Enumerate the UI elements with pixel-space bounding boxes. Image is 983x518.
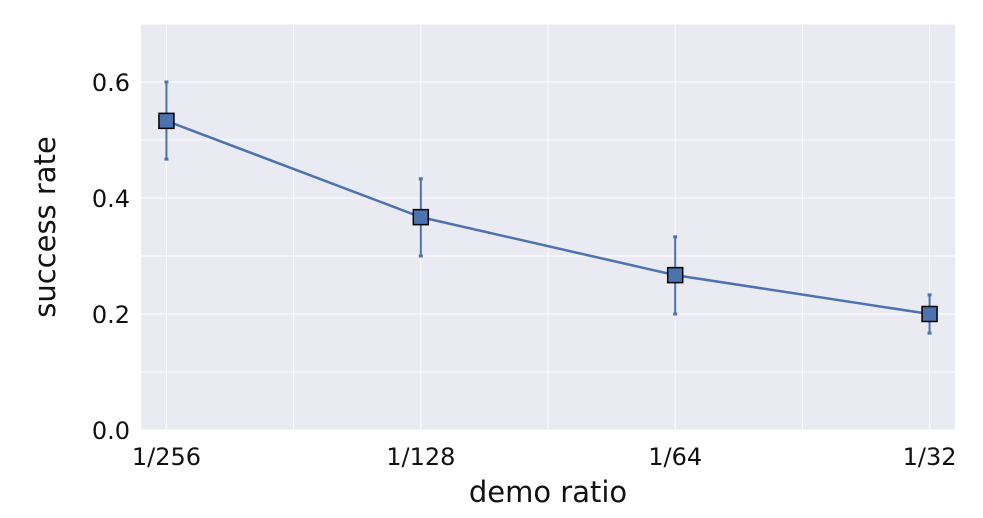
x-tick-label: 1/128	[386, 443, 455, 471]
data-point-marker	[412, 208, 430, 226]
error-cap-bottom	[418, 254, 423, 258]
x-tick-label: 1/256	[132, 443, 201, 471]
error-cap-top	[164, 80, 169, 84]
y-tick-label: 0.4	[92, 185, 130, 213]
data-point-marker	[921, 305, 938, 323]
data-point-marker	[666, 266, 684, 284]
x-tick-label: 1/64	[648, 443, 702, 471]
error-cap-bottom	[164, 157, 169, 161]
error-cap-top	[927, 293, 932, 297]
error-cap-top	[673, 235, 678, 239]
error-cap-bottom	[927, 331, 932, 335]
data-point-marker	[158, 112, 175, 130]
x-tick-label: 1/32	[903, 443, 957, 471]
x-axis-label: demo ratio	[469, 475, 627, 509]
y-tick-label: 0.2	[92, 301, 130, 329]
error-cap-bottom	[673, 312, 678, 316]
series	[158, 80, 938, 335]
y-tick-label: 0.6	[92, 69, 130, 97]
y-tick-label: 0.0	[92, 417, 130, 445]
y-axis-label: success rate	[28, 136, 62, 318]
series-line	[165, 119, 930, 316]
error-cap-top	[418, 177, 423, 181]
tick-labels: 0.0 0.2 0.4 0.6 1/256 1/128 1/64 1/32	[92, 69, 957, 471]
